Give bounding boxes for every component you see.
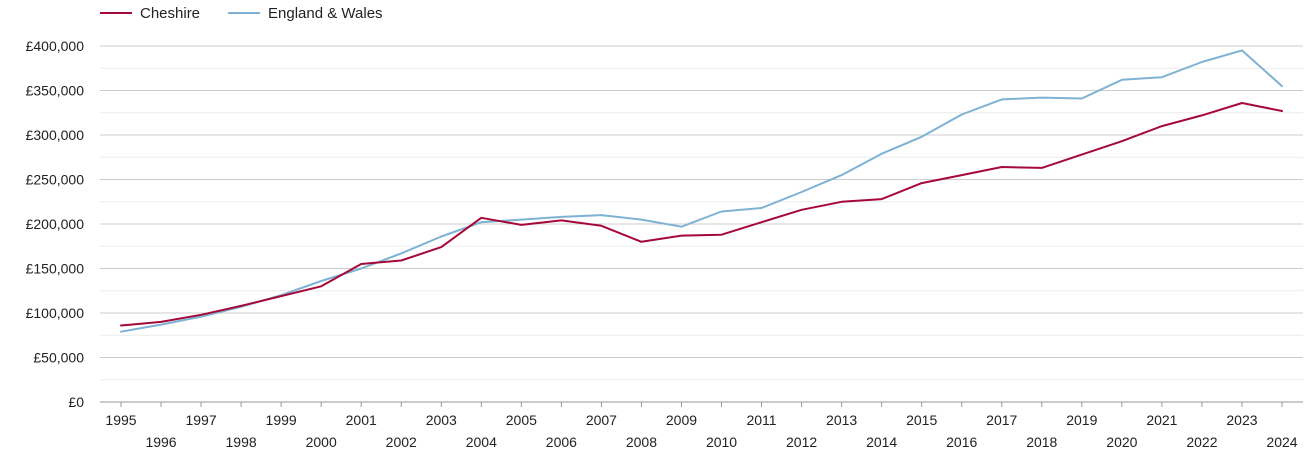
x-tick-label: 2022 [1186,434,1217,450]
y-tick-label: £300,000 [26,127,85,143]
x-tick-label: 2009 [666,412,697,428]
legend-swatch-cheshire [100,12,132,14]
series-line-england-wales [120,49,1283,333]
x-tick-label: 2002 [386,434,417,450]
x-tick-label: 2023 [1226,412,1257,428]
x-tick-label: 1998 [226,434,257,450]
x-tick-label: 2003 [426,412,457,428]
x-tick-label: 2008 [626,434,657,450]
x-tick-label: 2004 [466,434,497,450]
x-tick-label: 2017 [986,412,1017,428]
y-tick-label: £50,000 [33,350,84,366]
x-tick-label: 2015 [906,412,937,428]
y-tick-label: £350,000 [26,83,85,99]
grid-lines [100,45,1303,403]
x-tick-label: 2010 [706,434,737,450]
x-tick-label: 2005 [506,412,537,428]
x-tick-label: 1997 [185,412,216,428]
x-tick-label: 2001 [346,412,377,428]
legend-item-england-wales[interactable]: England & Wales [228,5,383,22]
x-tick-label: 2000 [306,434,337,450]
series-lines [120,49,1283,333]
y-tick-label: £100,000 [26,305,85,321]
x-tick-label: 2024 [1266,434,1297,450]
x-tick-label: 2018 [1026,434,1057,450]
x-tick-label: 1995 [105,412,136,428]
y-tick-label: £0 [68,394,84,410]
x-tick-label: 2016 [946,434,977,450]
y-tick-label: £250,000 [26,172,85,188]
legend-label-cheshire: Cheshire [140,4,201,22]
y-tick-label: £200,000 [26,216,85,232]
legend-item-cheshire[interactable]: Cheshire [100,5,200,22]
x-tick-label: 1996 [145,434,176,450]
legend-label-england-wales: England & Wales [268,4,383,22]
x-tick-label: 2019 [1066,412,1097,428]
x-tick-label: 2013 [826,412,857,428]
y-tick-label: £400,000 [26,38,85,54]
series-line-cheshire [120,102,1283,327]
x-tick-label: 2014 [866,434,897,450]
x-tick-label: 2006 [546,434,577,450]
x-tick-label: 2011 [746,412,776,428]
x-tick-label: 2021 [1146,412,1177,428]
x-axis: 1995 1996 1997 1998 1999 2000 2001 2002 2003 2004… [105,402,1298,450]
y-tick-label: £150,000 [26,261,85,277]
x-tick-label: 2012 [786,434,817,450]
x-tick-label: 2020 [1106,434,1137,450]
y-axis: £0 £50,000 £100,000 £150,000 £200,000 £250,00… [26,38,85,410]
legend-swatch-england-wales [228,12,261,14]
chart-legend: Cheshire England & Wales [100,2,383,24]
x-tick-label: 2007 [586,412,617,428]
x-tick-label: 1999 [266,412,297,428]
